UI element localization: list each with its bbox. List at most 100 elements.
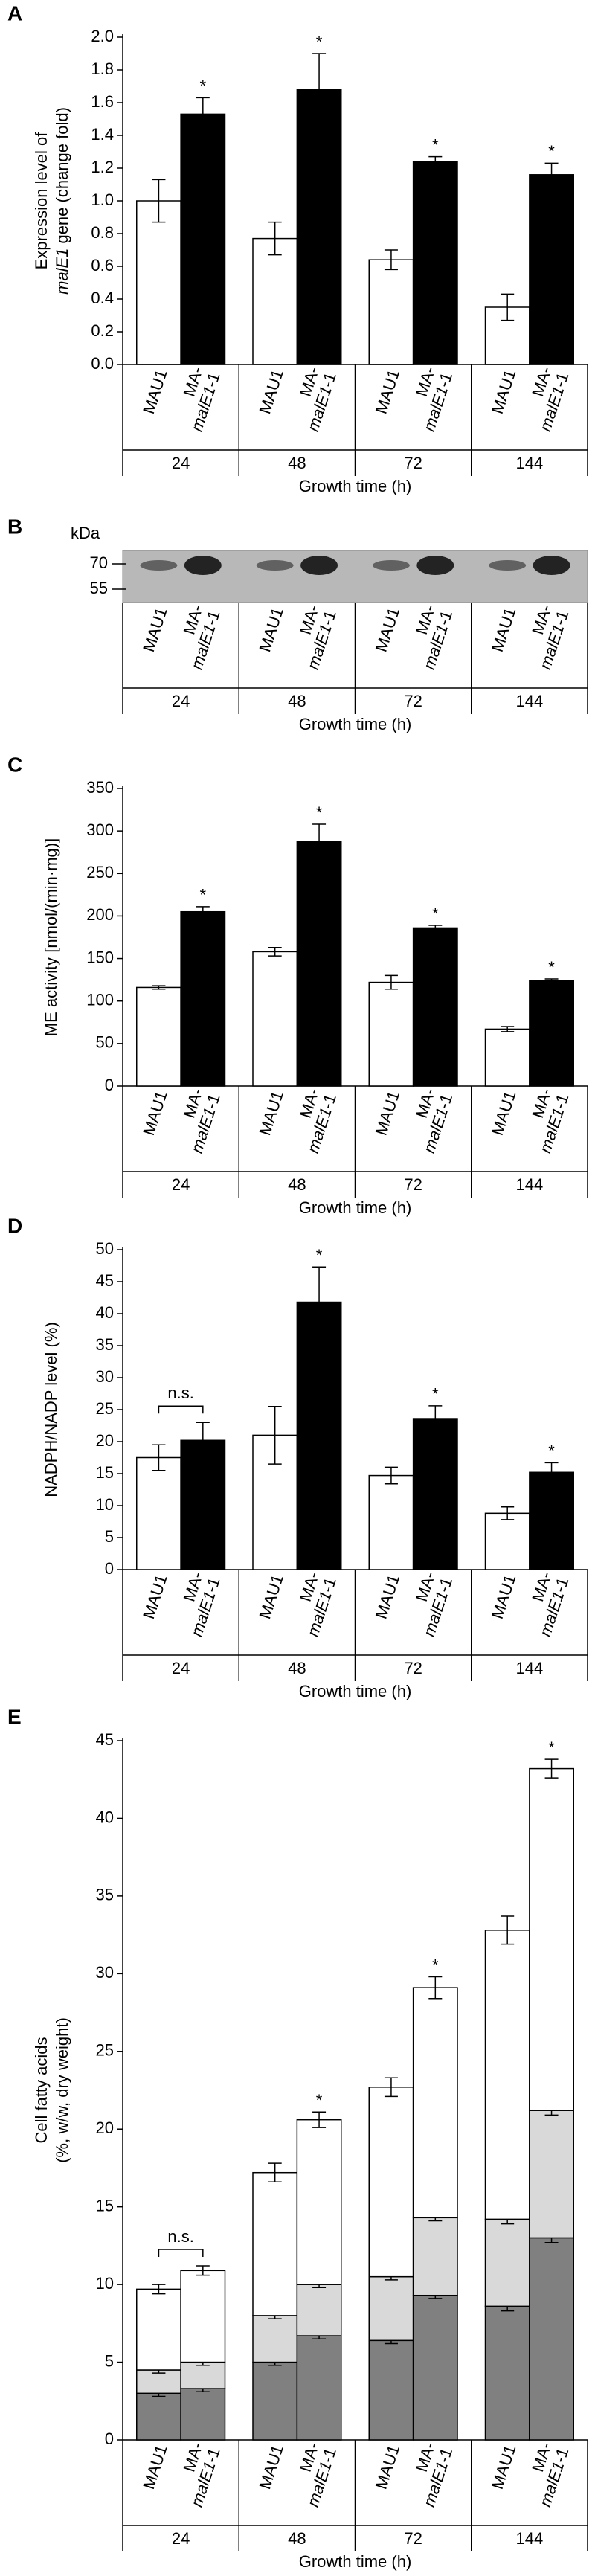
blot-band <box>373 560 410 571</box>
bar-segment <box>484 2305 530 2441</box>
strain-label: MAU1 <box>372 2443 404 2492</box>
significance-mark: * <box>432 135 439 154</box>
bar <box>412 161 458 365</box>
y-tick-label: 15 <box>96 1463 114 1482</box>
y-tick-label: 10 <box>96 1495 114 1514</box>
bar-segment <box>296 2119 342 2285</box>
bar-segment <box>252 2171 298 2316</box>
strain-label: MA-malE1-1 <box>412 364 456 434</box>
y-axis-rest: gene (change fold) <box>53 107 71 243</box>
strain-label: MAU1 <box>139 1089 171 1138</box>
y-tick-label: 2.0 <box>91 27 114 45</box>
strain-text: MAU1 <box>372 1573 404 1622</box>
x-axis-title: Growth time (h) <box>299 1198 412 1217</box>
bar <box>412 927 458 1087</box>
bar <box>484 1028 530 1087</box>
y-axis-title: Cell fatty acids <box>32 2037 51 2143</box>
group-label: 24 <box>172 454 190 472</box>
strain-text: MAU1 <box>488 1089 520 1138</box>
group-label: 144 <box>516 1659 544 1677</box>
blot-band <box>416 556 454 575</box>
y-tick-label: 35 <box>96 1335 114 1354</box>
group-label: 24 <box>172 1659 190 1677</box>
y-tick-label: 150 <box>86 948 114 966</box>
significance-mark: * <box>316 803 323 822</box>
y-tick-label: 15 <box>96 2196 114 2214</box>
significance-mark: * <box>200 77 207 95</box>
y-tick-label: 200 <box>86 905 114 924</box>
strain-label: MA-malE1-1 <box>528 603 572 672</box>
bar-segment <box>180 2388 226 2441</box>
bar <box>180 1439 226 1570</box>
y-axis-title: NADPH/NADP level (%) <box>42 1322 60 1497</box>
y-tick-label: 0.4 <box>91 289 114 307</box>
bar <box>296 1301 342 1570</box>
y-tick-label: 20 <box>96 1431 114 1450</box>
y-tick-label: 0 <box>105 1559 114 1578</box>
bar <box>252 951 298 1087</box>
y-tick-label: 0.2 <box>91 321 114 340</box>
x-axis-title: Growth time (h) <box>299 477 412 495</box>
group-label: 48 <box>288 692 306 710</box>
significance-mark: * <box>548 958 555 977</box>
panel-label: B <box>7 515 22 538</box>
strain-text: MAU1 <box>139 606 171 655</box>
significance-mark: * <box>548 1442 555 1460</box>
bar-segment <box>252 2361 298 2441</box>
strain-text: MAU1 <box>255 1573 287 1622</box>
y-tick-label: 25 <box>96 1399 114 1418</box>
significance-mark: * <box>316 2091 323 2110</box>
y-axis-title: Expression level of <box>32 132 51 270</box>
strain-label: MA-malE1-1 <box>179 364 223 434</box>
strain-text: MAU1 <box>372 1089 404 1138</box>
y-tick-label: 350 <box>86 778 114 797</box>
significance-mark: * <box>432 1956 439 1974</box>
ns-label: n.s. <box>167 2227 193 2246</box>
bar-segment <box>484 2218 530 2307</box>
strain-label: MA-malE1-1 <box>296 1570 340 1639</box>
strain-text: MAU1 <box>372 367 404 417</box>
strain-label: MAU1 <box>139 2443 171 2492</box>
significance-mark: * <box>548 142 555 161</box>
y-tick-label: 5 <box>105 2351 114 2370</box>
group-label: 24 <box>172 692 190 710</box>
blot-band <box>140 560 178 571</box>
x-axis-title: Growth time (h) <box>299 715 412 733</box>
bar-segment <box>252 2315 298 2363</box>
strain-label: MAU1 <box>488 606 520 655</box>
y-tick-label: 1.0 <box>91 190 114 209</box>
bar-segment <box>529 1767 574 2111</box>
bar <box>136 986 181 1087</box>
strain-label: MA-malE1-1 <box>412 603 456 672</box>
bar-segment <box>136 2392 181 2441</box>
blot-band <box>489 560 527 571</box>
strain-label: MA-malE1-1 <box>179 1086 223 1155</box>
strain-label: MA-malE1-1 <box>412 2440 456 2509</box>
bar-segment <box>529 2237 574 2441</box>
bar <box>180 113 226 365</box>
bar-segment <box>136 2369 181 2394</box>
y-tick-label: 40 <box>96 1303 114 1322</box>
significance-mark: * <box>316 1246 323 1265</box>
unit-label: kDa <box>71 524 100 542</box>
strain-text: MAU1 <box>488 2443 520 2492</box>
bar <box>529 1471 574 1570</box>
strain-text: MAU1 <box>488 367 520 417</box>
significance-mark: * <box>316 33 323 51</box>
y-tick-label: 1.8 <box>91 60 114 78</box>
panel-label: E <box>7 1705 22 1728</box>
x-axis-title: Growth time (h) <box>299 1682 412 1700</box>
group-label: 48 <box>288 2529 306 2548</box>
strain-label: MA-malE1-1 <box>296 364 340 434</box>
marker-label: 70 <box>90 553 108 572</box>
group-label: 72 <box>404 1175 422 1194</box>
strain-label: MAU1 <box>372 367 404 417</box>
group-label: 144 <box>516 692 544 710</box>
y-tick-label: 0.6 <box>91 256 114 274</box>
strain-label: MA-malE1-1 <box>179 603 223 672</box>
x-axis-title: Growth time (h) <box>299 2552 412 2571</box>
bar <box>296 841 342 1087</box>
y-tick-label: 1.6 <box>91 92 114 111</box>
strain-label: MA-malE1-1 <box>296 1086 340 1155</box>
